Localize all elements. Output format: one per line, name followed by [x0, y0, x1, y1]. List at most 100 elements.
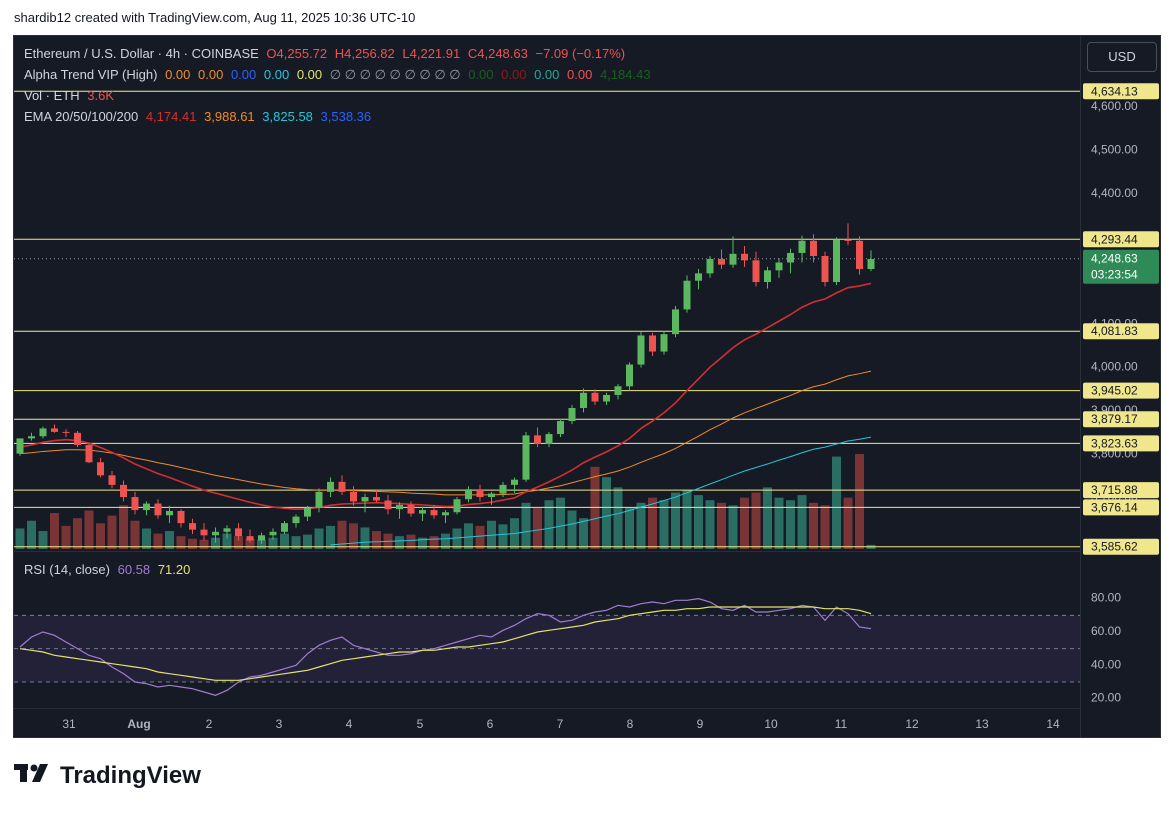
candle-body	[235, 528, 242, 537]
candle-body	[511, 479, 518, 485]
alpha-val-3: 0.00	[230, 67, 257, 82]
candle-body	[752, 260, 760, 283]
candle-body	[729, 253, 737, 265]
volume-bar	[625, 507, 634, 549]
price-pane[interactable]: Ethereum / U.S. Dollar · 4h · COINBASE O…	[14, 36, 1080, 549]
price-tick-label: 4,600.00	[1091, 99, 1138, 113]
level-tag-label: 3,585.62	[1091, 540, 1138, 554]
rsi-pane[interactable]: RSI (14, close) 60.58 71.20	[14, 551, 1080, 738]
last-price-label: 4,248.63	[1091, 252, 1138, 266]
candle-body	[741, 253, 748, 261]
candle-body	[269, 531, 277, 536]
ema50-line	[19, 370, 872, 496]
currency-button[interactable]: USD	[1087, 42, 1157, 72]
volume-bar	[636, 502, 646, 549]
candle-body	[143, 503, 150, 511]
date-tick-label: 9	[697, 717, 704, 731]
rsi-tick-label: 60.00	[1091, 624, 1121, 638]
countdown-label: 03:23:54	[1091, 268, 1138, 282]
candle-body	[453, 499, 461, 513]
rsi-chart-svg[interactable]	[14, 552, 1080, 707]
volume-bar	[452, 528, 462, 549]
candle-body	[223, 528, 231, 532]
level-tag	[1083, 482, 1159, 499]
volume-bar	[222, 533, 232, 549]
date-tick-label: 7	[557, 717, 564, 731]
candle-body	[580, 392, 587, 409]
price-chart-svg[interactable]	[14, 36, 1080, 549]
last-price-tag	[1083, 249, 1159, 284]
candle-body	[821, 255, 829, 283]
candle-body	[672, 309, 679, 335]
date-tick-label: 31	[62, 717, 76, 731]
attribution-header: shardib12 created with TradingView.com, …	[14, 10, 416, 25]
volume-bar	[498, 524, 508, 549]
level-tag-label: 3,715.88	[1091, 483, 1138, 497]
price-tick-label: 4,500.00	[1091, 143, 1138, 157]
alpha-val-8: 0.00	[534, 67, 560, 82]
candle-body	[844, 239, 852, 241]
level-tag	[1083, 435, 1159, 452]
volume-bar	[349, 523, 358, 549]
date-tick-label: 11	[835, 717, 848, 731]
change-value: −7.09 (−0.17%)	[535, 46, 626, 61]
candle-body	[212, 531, 219, 536]
volume-bar	[556, 497, 565, 549]
level-tag	[1083, 323, 1159, 340]
rsi-tick-label: 20.00	[1091, 691, 1121, 705]
alpha-val-1: 0.00	[165, 67, 191, 82]
volume-bar	[291, 536, 301, 549]
volume-bar	[682, 489, 692, 549]
candle-body	[833, 239, 840, 283]
candle-body	[545, 434, 553, 445]
volume-bar	[786, 500, 795, 549]
volume-bar	[153, 533, 163, 549]
volume-bar	[395, 536, 404, 549]
volume-bar	[130, 520, 140, 549]
date-tick-label: 10	[764, 717, 778, 731]
volume-bar	[372, 531, 381, 549]
volume-bar	[326, 525, 335, 549]
volume-bar	[855, 454, 864, 549]
candle-body	[62, 431, 70, 433]
level-tag	[1083, 231, 1159, 248]
volume-bar	[740, 497, 749, 549]
volume-bar	[96, 523, 105, 549]
volume-bar	[544, 500, 554, 549]
candle-body	[476, 489, 484, 498]
date-axis-svg: 31 Aug 2 3 4 5 6 7 8 9 10 11 12 13 14	[62, 717, 1060, 731]
date-tick-label: 8	[627, 717, 634, 731]
alpha-val-2: 0.00	[198, 67, 224, 82]
candle-body	[177, 510, 185, 524]
ema100-line	[330, 436, 872, 546]
level-tag-label: 4,634.13	[1091, 84, 1138, 98]
volume-bar	[337, 520, 347, 549]
volume-bar	[728, 505, 738, 549]
volume-bar	[165, 531, 174, 549]
candle-body	[74, 432, 81, 445]
candle-body	[488, 493, 495, 498]
level-tag	[1083, 499, 1159, 516]
candle-body	[867, 259, 875, 270]
date-tick-label: 6	[487, 717, 494, 731]
price-axis[interactable]: 4,600.004,500.004,400.004,100.004,000.00…	[1080, 36, 1161, 737]
volume-bar	[590, 466, 600, 549]
chart-frame[interactable]: Ethereum / U.S. Dollar · 4h · COINBASE O…	[13, 35, 1161, 738]
date-axis[interactable]: 31 Aug 2 3 4 5 6 7 8 9 10 11 12 13 14	[14, 708, 1080, 739]
close-value: C4,248.63	[467, 46, 528, 61]
candle-body	[683, 280, 691, 310]
candle-body	[614, 386, 622, 395]
ema20-value: 4,174.41	[145, 109, 197, 124]
volume-bar	[797, 495, 807, 549]
open-value: O4,255.72	[266, 46, 328, 61]
level-tag	[1083, 382, 1159, 399]
candle-body	[534, 435, 541, 445]
candle-body	[557, 421, 564, 435]
price-tick-label: 4,400.00	[1091, 186, 1138, 200]
volume-bar	[671, 492, 680, 549]
volume-bar	[211, 537, 220, 549]
alpha-val-5: 0.00	[296, 67, 323, 82]
volume-bar	[659, 500, 669, 549]
volume-bar	[602, 477, 611, 549]
volume-bar	[751, 492, 761, 549]
